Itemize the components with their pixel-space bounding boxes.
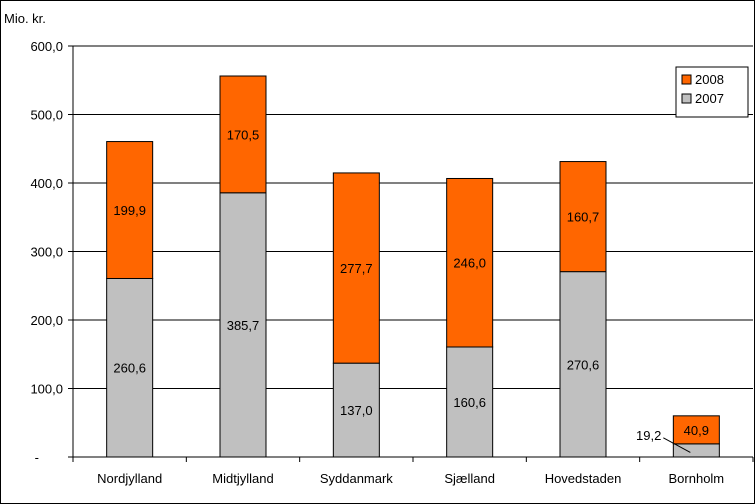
legend-entry-2007: 2007 <box>695 91 724 106</box>
data-label-2008: 40,9 <box>684 423 709 438</box>
bar-segment-2008 <box>106 141 154 279</box>
data-label-2007: 385,7 <box>227 318 260 333</box>
data-label-2008: 170,5 <box>227 127 260 142</box>
bar-segment-2008 <box>446 177 494 348</box>
data-label-layer: 260,6 199,9 385,7 170,5 137,0 277,7 160,6 246,0… <box>113 127 709 453</box>
y-axis-unit-label: Mio. kr. <box>4 11 46 26</box>
data-label-2007: 160,6 <box>453 395 486 410</box>
bar-segment-2007 <box>219 192 267 458</box>
data-label-2007: 137,0 <box>340 403 373 418</box>
x-category-label: Midtjylland <box>212 471 273 486</box>
x-category-label: Nordjylland <box>97 471 162 486</box>
x-category-label: Hovedstaden <box>545 471 622 486</box>
bar-segment-2007 <box>446 346 494 458</box>
bar-segment-2008 <box>559 161 607 273</box>
legend-swatch-2007 <box>681 93 692 104</box>
data-label-2008: 246,0 <box>453 256 486 271</box>
y-tick-label: 200,0 <box>30 313 63 328</box>
x-category-label: Bornholm <box>669 471 725 486</box>
grid-layer <box>73 45 753 389</box>
bar-segment-2007 <box>332 362 380 458</box>
bar-segment-2008 <box>332 172 380 364</box>
data-label-2008: 160,7 <box>567 210 600 225</box>
bar-segment-2008 <box>219 75 267 194</box>
y-tick-label: 100,0 <box>30 382 63 397</box>
bar-layer <box>106 75 720 458</box>
data-label-2008: 199,9 <box>113 203 146 218</box>
y-tick-label: 600,0 <box>30 39 63 54</box>
data-label-2007: 19,2 <box>636 428 661 443</box>
data-label-2007: 260,6 <box>113 361 146 376</box>
y-tick-label: 400,0 <box>30 176 63 191</box>
legend: 2008 2007 <box>675 66 749 118</box>
axis-layer: - 100,0 200,0 300,0 400,0 500,0 600,0 Nordjylla… <box>30 39 754 486</box>
data-label-2007: 270,6 <box>567 357 600 372</box>
legend-entry-2008: 2008 <box>695 72 724 87</box>
data-label-2008: 277,7 <box>340 261 373 276</box>
leader-line <box>663 437 691 453</box>
x-category-label: Sjælland <box>444 471 495 486</box>
y-tick-label: - <box>35 450 39 465</box>
y-tick-label: 500,0 <box>30 108 63 123</box>
x-category-label: Syddanmark <box>320 471 393 486</box>
legend-swatch-2008 <box>681 74 692 85</box>
bar-segment-2008 <box>672 415 720 445</box>
y-tick-label: 300,0 <box>30 245 63 260</box>
bar-segment-2007 <box>672 443 720 458</box>
